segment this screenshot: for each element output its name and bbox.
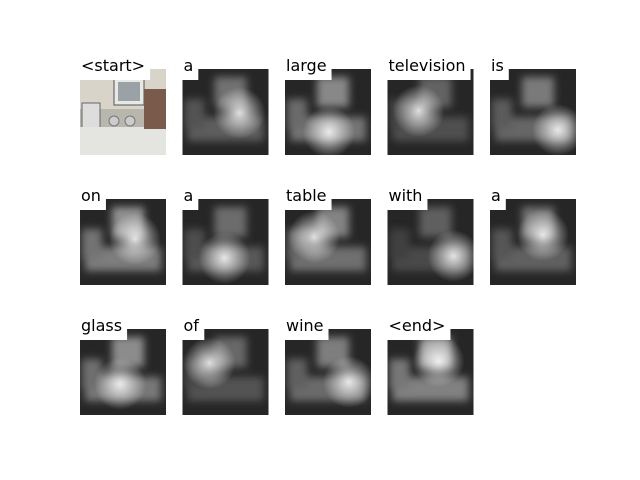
- attention-image: [80, 69, 166, 155]
- attention-image: [490, 199, 576, 285]
- word-label-bg: [490, 182, 506, 210]
- attention-image: [285, 329, 371, 415]
- word-label: a: [184, 186, 194, 205]
- word-label-bg: [490, 52, 509, 80]
- word-label: wine: [286, 316, 324, 335]
- word-label-bg: [182, 182, 199, 210]
- map-left: [492, 99, 512, 129]
- attention-image: [387, 69, 474, 155]
- map-spot: [213, 87, 266, 139]
- attention-image: [182, 199, 269, 285]
- map-spot: [517, 209, 569, 261]
- map-monitor: [317, 77, 349, 107]
- map-left: [389, 229, 410, 259]
- word-label-bg: [80, 312, 128, 340]
- word-label-bg: [80, 52, 151, 80]
- word-label-bg: [387, 182, 428, 210]
- word-label-bg: [285, 52, 332, 80]
- word-label: with: [389, 186, 423, 205]
- word-label: on: [81, 186, 101, 205]
- map-spot: [198, 232, 251, 284]
- map-left: [492, 229, 512, 259]
- word-label: of: [184, 316, 200, 335]
- photo-speaker: [124, 115, 136, 127]
- map-left: [287, 359, 307, 389]
- word-label-bg: [182, 52, 199, 80]
- map-spot: [427, 230, 474, 282]
- word-label-bg: [387, 52, 471, 80]
- word-label: table: [286, 186, 327, 205]
- word-label-bg: [387, 312, 451, 340]
- map-monitor: [214, 207, 247, 237]
- attention-image: [80, 329, 166, 415]
- attention-image: [387, 199, 474, 285]
- attention-image: [387, 329, 474, 415]
- map-spot: [94, 358, 146, 410]
- map-spot: [392, 85, 445, 137]
- map-left: [287, 99, 307, 129]
- photo-shelf: [144, 89, 166, 129]
- attention-image: [285, 69, 371, 155]
- map-monitor: [522, 77, 554, 107]
- map-spot: [288, 211, 340, 263]
- attention-image: [182, 329, 269, 415]
- word-label: a: [491, 186, 501, 205]
- word-label-bg: [285, 182, 332, 210]
- map-spot: [109, 213, 161, 265]
- word-label: <start>: [81, 56, 145, 75]
- map-left: [389, 359, 410, 389]
- map-spot: [412, 335, 465, 387]
- attention-image: [182, 69, 269, 155]
- photo-speaker: [108, 115, 120, 127]
- map-left: [82, 229, 102, 259]
- map-left: [184, 99, 205, 129]
- word-label: large: [286, 56, 327, 75]
- map-spot: [183, 337, 236, 389]
- word-label: television: [389, 56, 466, 75]
- word-label-bg: [182, 312, 205, 340]
- attention-image: [80, 199, 166, 285]
- word-label-bg: [80, 182, 106, 210]
- map-spot: [323, 356, 371, 408]
- photo-screen: [118, 82, 140, 101]
- attention-image: [285, 199, 371, 285]
- word-label-bg: [285, 312, 329, 340]
- map-spot: [303, 106, 355, 155]
- map-spot: [532, 104, 576, 155]
- word-label: is: [491, 56, 504, 75]
- word-label: <end>: [389, 316, 446, 335]
- word-label: a: [184, 56, 194, 75]
- attention-image: [490, 69, 576, 155]
- photo-desk: [80, 127, 166, 155]
- word-label: glass: [81, 316, 122, 335]
